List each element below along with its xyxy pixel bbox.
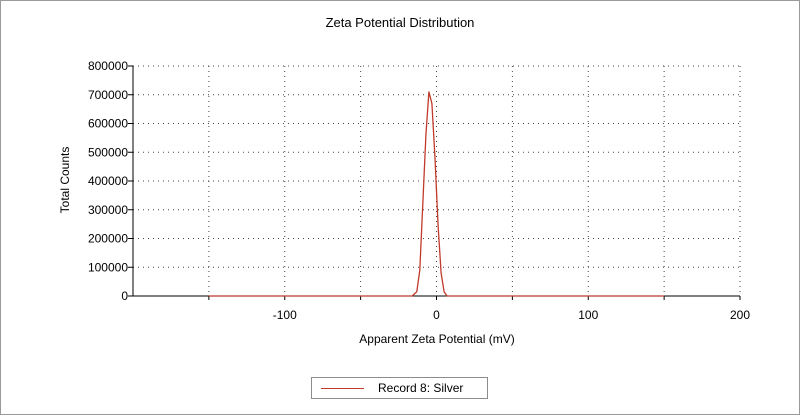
x-tick-label: 200 bbox=[730, 308, 750, 322]
chart-title: Zeta Potential Distribution bbox=[326, 15, 475, 30]
y-tick-label: 700000 bbox=[88, 88, 128, 102]
x-tick-label: 100 bbox=[578, 308, 598, 322]
legend-label: Record 8: Silver bbox=[378, 381, 464, 395]
y-tick-label: 800000 bbox=[88, 59, 128, 73]
tick-labels: 0 100000 200000 300000 400000 500000 600000 700… bbox=[88, 59, 750, 322]
y-tick-label: 400000 bbox=[88, 174, 128, 188]
legend: Record 8: Silver bbox=[311, 377, 488, 399]
series-lines bbox=[208, 91, 665, 297]
legend-swatch bbox=[321, 388, 364, 389]
x-tick-label: 0 bbox=[433, 308, 440, 322]
axes bbox=[128, 65, 741, 300]
grid bbox=[133, 65, 741, 296]
y-tick-label: 500000 bbox=[88, 145, 128, 159]
y-tick-label: 300000 bbox=[88, 203, 128, 217]
y-tick-label: 200000 bbox=[88, 232, 128, 246]
y-tick-label: 0 bbox=[121, 289, 128, 303]
y-tick-label: 600000 bbox=[88, 117, 128, 131]
x-tick-label: -100 bbox=[273, 308, 297, 322]
x-axis-label: Apparent Zeta Potential (mV) bbox=[359, 332, 514, 346]
y-axis-label: Total Counts bbox=[58, 147, 72, 214]
y-tick-label: 100000 bbox=[88, 260, 128, 274]
series-line bbox=[208, 91, 665, 297]
